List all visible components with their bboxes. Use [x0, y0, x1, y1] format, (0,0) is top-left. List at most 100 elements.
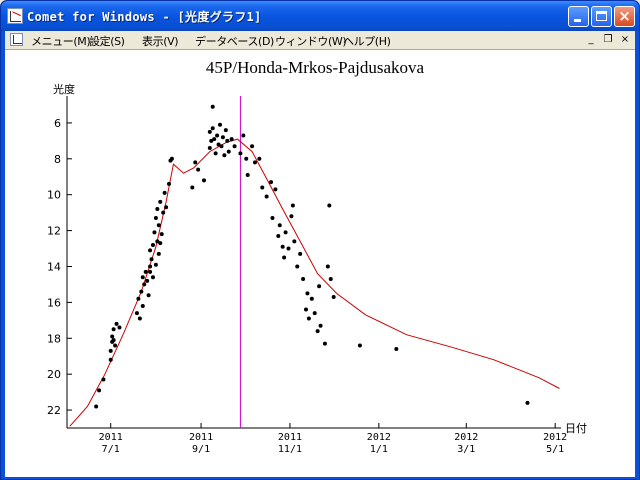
observation-point — [226, 149, 231, 154]
observation-point — [309, 296, 314, 301]
observation-point — [150, 275, 155, 280]
observation-point — [108, 348, 113, 353]
chart-title: 45P/Honda-Mrkos-Pajdusakova — [205, 58, 425, 77]
menu-item-help[interactable]: ヘルプ(H) — [343, 35, 391, 48]
x-axis-label: 日付 — [565, 422, 587, 435]
y-tick-label: 10 — [47, 189, 61, 202]
observation-point — [317, 284, 322, 289]
observation-point — [223, 128, 228, 133]
observation-point — [108, 357, 113, 362]
observation-point — [257, 156, 262, 161]
observation-point — [190, 185, 195, 190]
menu-item-menu[interactable]: メニュー(M) — [31, 35, 91, 48]
observation-point — [331, 294, 336, 299]
observation-point — [94, 404, 99, 409]
observation-point — [277, 223, 282, 228]
observation-point — [280, 244, 285, 249]
observation-point — [146, 293, 151, 298]
observation-point — [143, 269, 148, 274]
observation-point — [301, 277, 306, 282]
y-tick-label: 16 — [47, 296, 61, 309]
menu-item-view[interactable]: 表示(V) — [142, 35, 179, 48]
y-tick-label: 14 — [47, 260, 61, 273]
light-curve-icon[interactable] — [7, 8, 23, 24]
observation-point — [139, 289, 144, 294]
observation-point — [318, 323, 323, 328]
observation-point — [145, 278, 150, 283]
maximize-button[interactable] — [591, 6, 612, 27]
close-button[interactable]: × — [614, 6, 635, 27]
observation-point — [327, 203, 332, 208]
observation-point — [315, 329, 320, 334]
title-bar[interactable]: Comet for Windows - [光度グラフ1] × — [1, 1, 639, 31]
observation-point — [286, 246, 291, 251]
observation-point — [210, 104, 215, 109]
y-tick-label: 18 — [47, 332, 61, 345]
menu-item-database[interactable]: データベース(D) — [195, 35, 274, 48]
mdi-minimize-button[interactable]: _ — [588, 34, 594, 45]
observation-point — [270, 216, 275, 221]
observation-point — [220, 135, 225, 140]
observation-point — [216, 142, 221, 147]
observation-point — [156, 223, 161, 228]
observation-point — [219, 144, 224, 149]
x-tick-label-year: 2012 — [367, 432, 391, 443]
observation-point — [218, 122, 223, 127]
observation-point — [158, 199, 163, 204]
x-tick-label-date: 3/1 — [457, 444, 475, 455]
observation-point — [312, 311, 317, 316]
x-tick-label-date: 7/1 — [102, 444, 120, 455]
observation-point — [155, 207, 160, 212]
observation-point — [241, 133, 246, 138]
close-icon: × — [618, 7, 631, 25]
observation-point — [264, 194, 269, 199]
observation-point — [306, 316, 311, 321]
y-tick-label: 12 — [47, 225, 61, 238]
observation-point — [150, 242, 155, 247]
mdi-close-button[interactable]: × — [620, 34, 630, 45]
observation-point — [164, 205, 169, 210]
observation-point — [213, 151, 218, 156]
x-tick-label-date: 1/1 — [370, 444, 388, 455]
observation-point — [207, 129, 212, 134]
observation-point — [250, 144, 255, 149]
observation-point — [215, 133, 220, 138]
x-tick-label-year: 2012 — [454, 432, 478, 443]
observation-point — [196, 167, 201, 172]
observation-point — [97, 388, 102, 393]
observation-point — [110, 334, 115, 339]
x-tick-label-date: 5/1 — [546, 444, 564, 455]
y-tick-label: 6 — [54, 117, 61, 130]
child-window-icon[interactable] — [10, 33, 23, 46]
observation-point — [290, 203, 295, 208]
observation-point — [244, 156, 249, 161]
observation-point — [140, 275, 145, 280]
observation-point — [142, 282, 147, 287]
observation-point — [222, 153, 227, 158]
observation-point — [161, 210, 166, 215]
menu-item-settings[interactable]: 設定(S) — [89, 35, 125, 48]
mdi-restore-button[interactable]: ❐ — [603, 34, 613, 45]
x-tick-label-date: 11/1 — [278, 444, 302, 455]
x-tick-label-year: 2011 — [278, 432, 302, 443]
observation-point — [201, 178, 206, 183]
observation-point — [252, 160, 257, 165]
menu-item-window[interactable]: ウィンドウ(W) — [275, 35, 347, 48]
observation-point — [295, 264, 300, 269]
observation-point — [156, 251, 161, 256]
minimize-icon — [574, 19, 581, 22]
observation-point — [394, 347, 399, 352]
x-tick-label-year: 2011 — [99, 432, 123, 443]
minimize-button[interactable] — [568, 6, 589, 27]
light-curve-chart: 681012141618202220117/120119/1201111/120… — [47, 96, 567, 455]
observation-point — [153, 216, 158, 221]
observation-point — [148, 269, 153, 274]
observation-point — [282, 255, 287, 260]
observation-point — [325, 264, 330, 269]
observation-point — [153, 262, 158, 267]
observation-point — [136, 296, 141, 301]
observation-point — [232, 144, 237, 149]
observation-point — [357, 343, 362, 348]
y-tick-label: 20 — [47, 368, 61, 381]
graph-area: 45P/Honda-Mrkos-Pajdusakova 光度 日付 6 8 10 12… — [5, 49, 635, 477]
